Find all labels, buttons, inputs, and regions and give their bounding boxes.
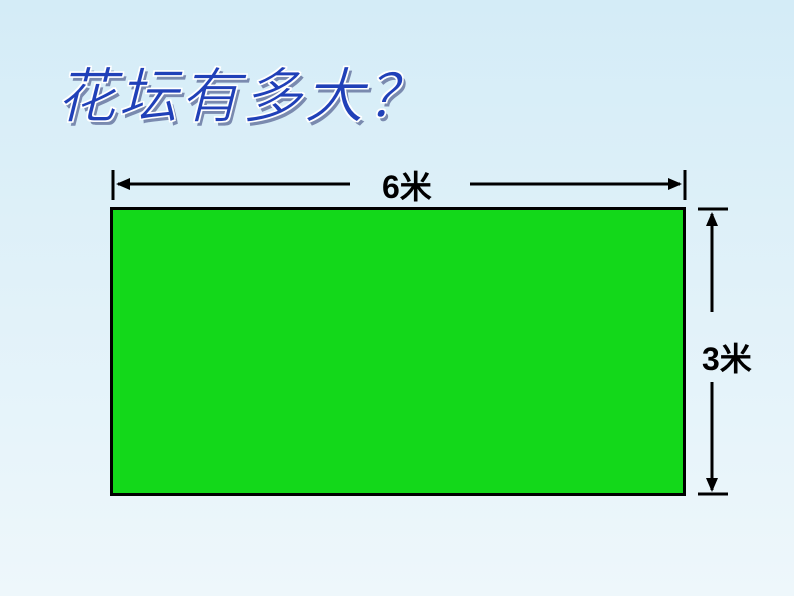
title-main: 花坛有多大？ — [56, 48, 428, 135]
dim-top — [110, 162, 794, 562]
